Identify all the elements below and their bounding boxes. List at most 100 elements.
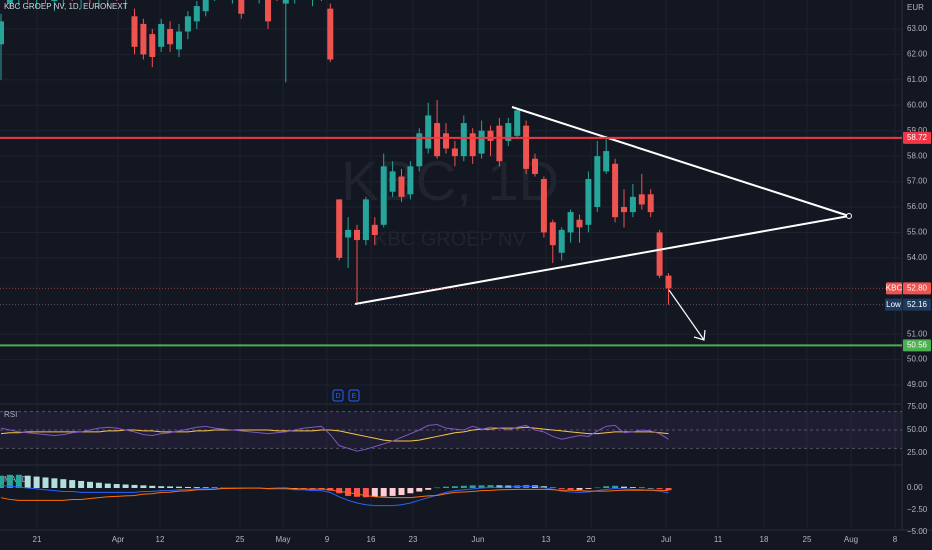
y-tick-label: 56.00 — [907, 202, 928, 211]
candle-body — [407, 166, 414, 195]
candle-body — [416, 133, 423, 167]
low-tag-bg — [885, 298, 902, 311]
last-price-label: 52.80 — [907, 283, 928, 292]
support-label: 50.56 — [907, 340, 928, 349]
candle-body — [362, 199, 369, 241]
candle-body — [612, 163, 619, 218]
candle-body — [532, 158, 538, 174]
macd-histogram-bar — [478, 485, 485, 488]
macd-histogram-bar — [612, 485, 619, 488]
candle-body — [603, 151, 610, 172]
candle-body — [354, 229, 360, 241]
candle-body — [51, 0, 58, 2]
time-label: 16 — [367, 535, 376, 544]
low-tag: Low — [886, 300, 901, 309]
candle-body — [140, 23, 147, 55]
candle-body — [443, 133, 449, 149]
low-label-bg — [903, 298, 931, 311]
y-tick-label: 57.00 — [907, 177, 928, 186]
macd-histogram-bar — [549, 487, 556, 489]
macd-histogram-bar — [621, 486, 627, 488]
candle-body — [0, 21, 4, 45]
time-label: Apr — [112, 535, 125, 544]
candle-body — [184, 16, 191, 32]
candle-body — [327, 8, 334, 60]
candle-body — [576, 219, 583, 228]
macd-histogram-bar — [131, 484, 138, 488]
macd-histogram-bar — [558, 488, 565, 489]
candle-body — [176, 31, 182, 50]
candle-body — [594, 156, 601, 208]
candle-body — [665, 275, 672, 289]
macd-histogram-bar — [443, 486, 449, 488]
candle-body — [149, 34, 156, 57]
macd-histogram-bar — [336, 488, 343, 494]
candle-body — [193, 6, 200, 22]
rsi-label: RSI — [4, 410, 17, 419]
candle-body — [371, 224, 378, 235]
macd-histogram-bar — [33, 476, 40, 488]
macd-histogram-bar — [576, 488, 583, 490]
candle-body — [638, 194, 645, 205]
macd-histogram-bar — [309, 488, 316, 490]
event-marker[interactable]: E — [348, 389, 360, 402]
time-label: 18 — [760, 535, 769, 544]
time-label: Jul — [661, 535, 671, 544]
y-tick-label: 63.00 — [907, 24, 928, 33]
macd-histogram-bar — [603, 486, 610, 488]
macd-histogram-bar — [202, 487, 209, 488]
macd-histogram-bar — [407, 488, 414, 494]
candle-body — [487, 130, 494, 141]
candle-body — [629, 196, 636, 213]
macd-histogram-bar — [487, 485, 494, 488]
time-label: 25 — [236, 535, 245, 544]
currency: EUR — [907, 3, 924, 12]
macd-histogram-bar — [371, 488, 378, 497]
resistance-label: 58.72 — [907, 133, 928, 142]
candle-body — [540, 179, 547, 233]
macd-histogram-bar — [629, 487, 636, 488]
candle-body — [656, 232, 663, 276]
y-tick-label: 0.00 — [907, 483, 923, 492]
triangle-lower — [354, 215, 850, 305]
time-label: Aug — [844, 535, 858, 544]
y-tick-label: 75.00 — [907, 402, 928, 411]
candle-body — [202, 0, 209, 12]
macd-histogram-bar — [176, 486, 182, 488]
candle-body — [167, 29, 174, 45]
candle-body — [478, 130, 485, 154]
time-label: 8 — [893, 535, 898, 544]
macd-histogram-bar — [398, 488, 405, 496]
macd-histogram-bar — [665, 488, 672, 491]
last-price-tag-bg — [886, 282, 902, 295]
event-marker[interactable]: D — [332, 389, 344, 402]
candle-body — [549, 222, 556, 246]
candle-body — [345, 229, 352, 238]
y-tick-label: 60.00 — [907, 100, 928, 109]
macd-histogram-bar — [113, 484, 120, 488]
y-tick-label: −2.50 — [907, 505, 928, 514]
signal-line — [0, 487, 669, 501]
macd-histogram-bar — [638, 487, 645, 489]
y-tick-label: 49.00 — [907, 380, 928, 389]
candle-body — [282, 0, 289, 4]
support-label-bg — [903, 339, 931, 352]
macd-histogram-bar — [416, 488, 423, 492]
macd-histogram-bar — [380, 488, 387, 497]
time-label: 25 — [803, 535, 812, 544]
macd-histogram-bar — [469, 485, 476, 488]
symbol-line: KBC GROEP NV, 1D, EURONEXT — [4, 2, 128, 11]
candle-body — [469, 133, 476, 157]
arrow — [668, 289, 706, 341]
candle-body — [505, 123, 512, 141]
event-marker-text: E — [352, 393, 357, 400]
macd-histogram-bar — [122, 484, 129, 488]
macd-histogram-bar — [184, 486, 191, 488]
macd-histogram-bar — [354, 488, 360, 497]
candle-body — [558, 229, 565, 253]
time-label: 21 — [33, 535, 42, 544]
y-tick-label: −5.00 — [907, 527, 928, 536]
candle-body — [265, 0, 271, 22]
macd-histogram-bar — [87, 481, 93, 488]
